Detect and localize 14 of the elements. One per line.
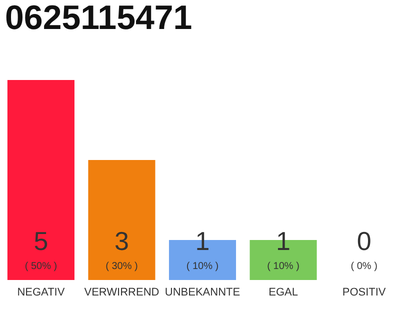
annotation: ( 50% )	[24, 261, 58, 272]
chart-title: 0625115471	[5, 0, 192, 37]
annotation: ( 10% )	[267, 261, 300, 272]
x-tick-label: NEGATIV	[17, 286, 66, 298]
annotation: ( 30% )	[106, 261, 138, 272]
x-tick-label: EGAL	[268, 286, 298, 298]
data-label: 0	[356, 226, 372, 256]
x-tick-label: POSITIV	[342, 286, 386, 298]
annotation: ( 10% )	[186, 261, 219, 272]
annotation: ( 0% )	[350, 261, 378, 272]
x-tick-label: UNBEKANNTE	[164, 286, 240, 298]
x-tick-label: VERWIRREND	[84, 286, 160, 298]
data-label: 5	[34, 226, 48, 256]
data-label: 3	[114, 226, 129, 256]
